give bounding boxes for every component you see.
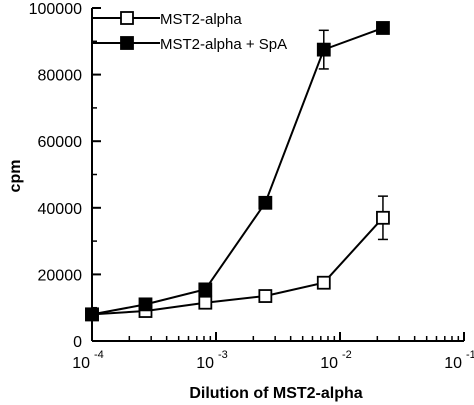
series-1-point: [198, 295, 213, 310]
x-tick-label-base: 10: [196, 355, 214, 372]
legend-label-series-1: MST2-alpha: [160, 11, 242, 28]
legend: MST2-alpha MST2-alpha + SpA: [92, 11, 287, 53]
y-tick-label: 60000: [38, 134, 83, 151]
series-2-point: [138, 297, 153, 312]
y-axis-title: cpm: [7, 160, 24, 193]
y-axis-ticks: 0 20000 40000 60000 80000 100000: [29, 1, 101, 351]
series-2-point: [85, 307, 99, 322]
legend-marker-series-1: [120, 11, 134, 25]
y-tick-label: 80000: [38, 68, 83, 85]
plot-area: [91, 8, 464, 342]
x-tick-label-exponent: -3: [218, 349, 228, 361]
y-tick-label: 20000: [38, 267, 83, 284]
y-tick-label: 100000: [29, 1, 82, 18]
y-tick-label: 40000: [38, 201, 83, 218]
series-1-point: [258, 289, 273, 303]
x-tick-label-base: 10: [444, 355, 462, 372]
x-tick-label-base: 10: [320, 355, 338, 372]
x-tick-label-exponent: -1: [466, 349, 474, 361]
series-2-point: [376, 21, 390, 35]
series-1-point: [316, 275, 331, 290]
series-1-point: [376, 210, 390, 225]
legend-label-series-2: MST2-alpha + SpA: [160, 36, 287, 53]
series-2-point: [316, 42, 331, 57]
x-tick-label-base: 10: [72, 355, 90, 372]
x-tick-label-exponent: -2: [342, 349, 352, 361]
series-2-point: [258, 195, 273, 210]
x-tick-label-exponent: -4: [94, 349, 104, 361]
legend-marker-series-2: [120, 36, 134, 50]
x-axis-title: Dilution of MST2-alpha: [189, 385, 362, 402]
y-tick-label: 0: [73, 334, 82, 351]
x-axis-ticks: 10 -4 10 -3 10 -2 10 -1: [72, 332, 474, 372]
series-2-point: [198, 282, 213, 297]
series-2-line: [91, 27, 384, 316]
series-layer: [85, 21, 390, 322]
series-1-line: [91, 217, 384, 316]
